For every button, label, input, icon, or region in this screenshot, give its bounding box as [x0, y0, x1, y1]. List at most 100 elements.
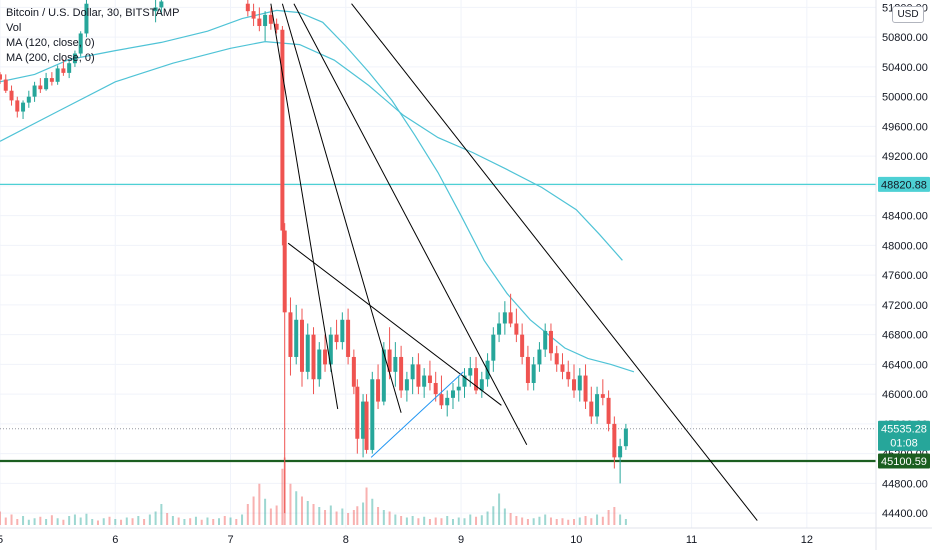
candle-body — [554, 353, 559, 365]
volume-bar — [56, 518, 59, 525]
candle-body — [44, 78, 49, 90]
x-axis-panel — [0, 528, 932, 550]
volume-bar — [39, 516, 42, 525]
volume-bar — [388, 511, 391, 525]
candle-body — [268, 14, 273, 24]
candle-body — [376, 379, 381, 402]
volume-bar — [503, 508, 506, 525]
volume-bar — [0, 511, 1, 525]
y-tick-label: 50800.00 — [882, 32, 928, 44]
volume-bar — [475, 516, 478, 525]
volume-bar — [148, 514, 151, 525]
y-tick-label: 49600.00 — [882, 121, 928, 133]
candle-body — [404, 379, 409, 391]
candle-body — [456, 386, 461, 391]
volume-bar — [601, 516, 604, 525]
volume-bar — [544, 514, 547, 525]
candle-body — [497, 323, 502, 335]
volume-bar — [4, 517, 7, 525]
candle-body — [566, 371, 571, 380]
volume-bar — [206, 517, 209, 525]
candle-body — [410, 364, 415, 380]
candle-body — [531, 364, 536, 383]
volume-bar — [269, 508, 272, 525]
candle-body — [294, 319, 299, 357]
volume-bar — [400, 516, 403, 525]
candle-body — [422, 375, 427, 387]
candle-body — [251, 11, 256, 19]
trendline — [293, 3, 528, 445]
volume-bar — [27, 519, 30, 525]
volume-bar — [561, 518, 564, 525]
volume-bar — [324, 510, 327, 525]
volume-bar — [131, 518, 134, 525]
volume-bar — [469, 514, 472, 525]
candle-body — [84, 3, 89, 34]
volume-bar — [619, 514, 622, 525]
volume-bar — [108, 516, 111, 525]
volume-bar — [45, 519, 48, 525]
candle-body — [514, 323, 519, 335]
resistance-price-label-box — [878, 176, 930, 192]
volume-bar — [137, 516, 140, 525]
volume-bar — [335, 511, 338, 525]
ma200-line — [0, 40, 623, 261]
candle-body — [305, 334, 310, 372]
volume-bar — [382, 510, 385, 525]
chart-legend: Bitcoin / U.S. Dollar, 30, BITSTAMP Vol … — [6, 6, 179, 66]
support-price-label-box — [878, 453, 930, 469]
volume-bar — [264, 498, 267, 525]
volume-bar — [538, 516, 541, 525]
volume-bar — [549, 517, 552, 525]
volume-bar — [521, 517, 524, 525]
candle-body — [474, 368, 479, 391]
volume-bar — [394, 514, 397, 525]
x-tick-label: 5 — [0, 534, 3, 546]
volume-bar — [347, 513, 350, 525]
volume-bar — [125, 517, 128, 525]
volume-bar — [295, 491, 298, 525]
volume-bar — [16, 519, 19, 525]
candle-body — [427, 375, 432, 383]
volume-bar — [246, 504, 249, 525]
y-tick-label: 44400.00 — [882, 508, 928, 520]
volume-bar — [498, 493, 501, 525]
y-tick-label: 47600.00 — [882, 270, 928, 282]
candle-body — [3, 79, 8, 91]
candle-body — [61, 68, 66, 73]
volume-bar — [229, 517, 232, 525]
candle-body — [600, 394, 605, 398]
volume-bar — [457, 517, 460, 525]
volume-bar — [143, 519, 146, 525]
candle-body — [159, 1, 164, 8]
candle-body — [38, 85, 43, 90]
volume-bar — [91, 519, 94, 525]
volume-bar — [365, 487, 368, 525]
volume-bar — [241, 514, 244, 525]
moving-averages — [0, 9, 635, 373]
volume-bar — [480, 515, 483, 525]
volume-bar — [341, 508, 344, 525]
volume-bar — [62, 519, 65, 525]
candle-body — [577, 375, 582, 391]
candle-body — [548, 330, 553, 354]
y-tick-label: 50400.00 — [882, 62, 928, 74]
candle-body — [606, 397, 611, 424]
y-tick-label: 46800.00 — [882, 330, 928, 342]
volume-bar — [371, 498, 374, 525]
volume-bar — [79, 517, 82, 525]
y-tick-label: 48000.00 — [882, 240, 928, 252]
candle-body — [572, 379, 577, 391]
y-tick-label: 48400.00 — [882, 211, 928, 223]
candle-body — [468, 368, 473, 376]
x-tick-label: 11 — [686, 534, 697, 546]
current-price-box — [878, 420, 930, 451]
currency-badge[interactable]: USD — [892, 6, 924, 23]
volume-bar — [177, 517, 180, 525]
volume-bar — [329, 505, 332, 525]
volume-bar — [573, 519, 576, 525]
legend-ma200: MA (200, close, 0) — [6, 52, 95, 64]
support-price-label: 45100.59 — [881, 456, 927, 468]
